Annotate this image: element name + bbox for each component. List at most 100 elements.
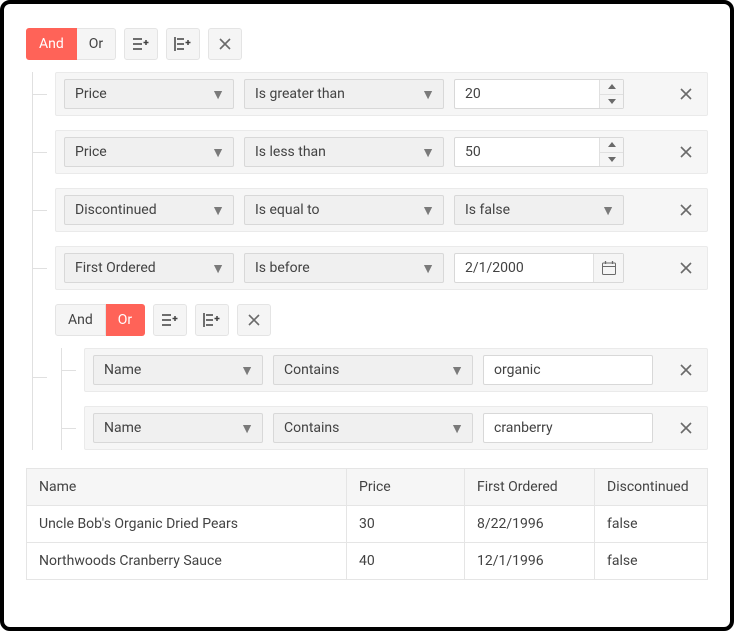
spin-up-button[interactable] — [600, 80, 623, 95]
column-header-name[interactable]: Name — [27, 469, 347, 506]
close-icon — [680, 146, 692, 158]
close-icon — [680, 364, 692, 376]
child-rules: Name ▼ Contains ▼ organic — [61, 348, 708, 450]
column-header-price[interactable]: Price — [347, 469, 465, 506]
value-text: cranberry — [484, 420, 652, 436]
filter-rule: Price ▼ Is greater than ▼ 20 — [33, 72, 708, 116]
field-select[interactable]: Name ▼ — [93, 355, 263, 385]
nested-group-row: And Or — [33, 304, 708, 450]
field-select[interactable]: Name ▼ — [93, 413, 263, 443]
close-icon — [219, 38, 231, 50]
remove-group-button[interactable] — [208, 28, 242, 60]
filter-rule-box: Discontinued ▼ Is equal to ▼ Is false ▼ — [55, 188, 708, 232]
logic-or-button[interactable]: Or — [106, 304, 145, 336]
field-label: Price — [75, 86, 107, 102]
add-group-icon — [175, 37, 191, 51]
value-text: 50 — [455, 144, 599, 160]
chevron-down-icon: ▼ — [601, 202, 615, 219]
calendar-button[interactable] — [593, 254, 623, 282]
field-select[interactable]: Discontinued ▼ — [64, 195, 234, 225]
chevron-down-icon: ▼ — [421, 86, 435, 103]
table-header: Name Price First Ordered Discontinued — [27, 469, 708, 506]
operator-select[interactable]: Contains ▼ — [273, 355, 473, 385]
field-label: Price — [75, 144, 107, 160]
operator-select[interactable]: Is less than ▼ — [244, 137, 444, 167]
root-rules: Price ▼ Is greater than ▼ 20 — [32, 72, 708, 450]
caret-down-icon — [608, 157, 616, 162]
cell-name: Uncle Bob's Organic Dried Pears — [27, 506, 347, 543]
filter-rule-box: Name ▼ Contains ▼ cranberry — [84, 406, 708, 450]
caret-up-icon — [608, 142, 616, 147]
add-expression-icon — [133, 37, 149, 51]
spin-down-button[interactable] — [600, 153, 623, 167]
value-text-input[interactable]: organic — [483, 355, 653, 385]
add-group-button[interactable] — [195, 304, 229, 336]
chevron-down-icon: ▼ — [421, 260, 435, 277]
field-label: First Ordered — [75, 260, 156, 276]
chevron-down-icon: ▼ — [450, 420, 464, 437]
value-number-input[interactable]: 20 — [454, 79, 624, 109]
column-header-first-ordered[interactable]: First Ordered — [465, 469, 595, 506]
remove-rule-button[interactable] — [673, 139, 699, 165]
operator-label: Is before — [255, 260, 310, 276]
filter-rule: Name ▼ Contains ▼ cranberry — [62, 406, 708, 450]
filter-rule-box: Price ▼ Is greater than ▼ 20 — [55, 72, 708, 116]
field-label: Discontinued — [75, 202, 157, 218]
cell-first-ordered: 12/1/1996 — [465, 543, 595, 580]
value-text-input[interactable]: cranberry — [483, 413, 653, 443]
chevron-down-icon: ▼ — [421, 144, 435, 161]
chevron-down-icon: ▼ — [211, 260, 225, 277]
chevron-down-icon: ▼ — [211, 86, 225, 103]
remove-rule-button[interactable] — [673, 255, 699, 281]
spin-down-button[interactable] — [600, 95, 623, 109]
root-group-toolbar: And Or — [26, 28, 708, 60]
add-expression-button[interactable] — [153, 304, 187, 336]
spin-up-button[interactable] — [600, 138, 623, 153]
field-select[interactable]: Price ▼ — [64, 79, 234, 109]
add-expression-button[interactable] — [124, 28, 158, 60]
filter-rule: Discontinued ▼ Is equal to ▼ Is false ▼ — [33, 188, 708, 232]
value-bool-select[interactable]: Is false ▼ — [454, 195, 624, 225]
add-group-button[interactable] — [166, 28, 200, 60]
cell-first-ordered: 8/22/1996 — [465, 506, 595, 543]
child-group: And Or — [55, 304, 708, 450]
value-text: organic — [484, 362, 652, 378]
logic-and-button[interactable]: And — [55, 304, 106, 336]
value-date-input[interactable]: 2/1/2000 — [454, 253, 624, 283]
value-number-input[interactable]: 50 — [454, 137, 624, 167]
operator-select[interactable]: Is before ▼ — [244, 253, 444, 283]
chevron-down-icon: ▼ — [211, 144, 225, 161]
logic-or-button[interactable]: Or — [77, 28, 116, 60]
root-group: And Or Price ▼ Is gre — [26, 28, 708, 450]
filter-builder-demo: And Or Price ▼ Is gre — [0, 0, 734, 631]
child-group-toolbar: And Or — [55, 304, 708, 336]
cell-price: 40 — [347, 543, 465, 580]
field-select[interactable]: First Ordered ▼ — [64, 253, 234, 283]
field-label: Name — [104, 420, 141, 436]
remove-rule-button[interactable] — [673, 357, 699, 383]
field-label: Name — [104, 362, 141, 378]
operator-select[interactable]: Is equal to ▼ — [244, 195, 444, 225]
filter-rule-box: First Ordered ▼ Is before ▼ 2/1/2000 — [55, 246, 708, 290]
operator-select[interactable]: Contains ▼ — [273, 413, 473, 443]
chevron-down-icon: ▼ — [240, 420, 254, 437]
remove-group-button[interactable] — [237, 304, 271, 336]
operator-label: Contains — [284, 362, 339, 378]
remove-rule-button[interactable] — [673, 415, 699, 441]
close-icon — [248, 314, 260, 326]
filter-rule-box: Price ▼ Is less than ▼ 50 — [55, 130, 708, 174]
filter-rule: Price ▼ Is less than ▼ 50 — [33, 130, 708, 174]
close-icon — [680, 422, 692, 434]
logic-and-button[interactable]: And — [26, 28, 77, 60]
remove-rule-button[interactable] — [673, 197, 699, 223]
operator-select[interactable]: Is greater than ▼ — [244, 79, 444, 109]
column-header-discontinued[interactable]: Discontinued — [595, 469, 708, 506]
calendar-icon — [602, 261, 616, 275]
add-expression-icon — [162, 313, 178, 327]
operator-label: Is greater than — [255, 86, 345, 102]
close-icon — [680, 262, 692, 274]
field-select[interactable]: Price ▼ — [64, 137, 234, 167]
chevron-down-icon: ▼ — [450, 362, 464, 379]
remove-rule-button[interactable] — [673, 81, 699, 107]
value-text: Is false — [465, 202, 510, 218]
